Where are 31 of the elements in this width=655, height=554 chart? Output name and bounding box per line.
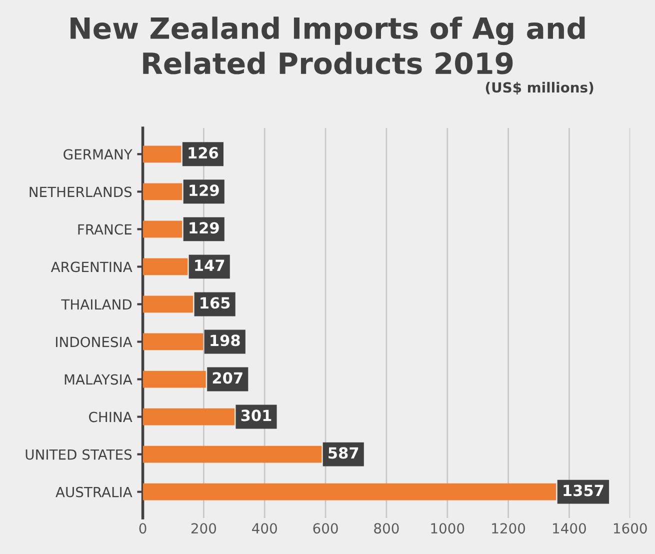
y-tick-label: INDONESIA xyxy=(56,336,132,348)
x-tick-label: 400 xyxy=(252,523,277,534)
y-tick-label: MALAYSIA xyxy=(64,374,132,385)
data-label: 129 xyxy=(190,222,219,234)
x-tick-label: 800 xyxy=(374,523,399,534)
x-tick-label: 0 xyxy=(139,523,146,534)
y-tick-label: AUSTRALIA xyxy=(56,486,132,498)
chart-title: New Zealand Imports of Ag and Related Products 2019 xyxy=(70,16,585,74)
chart-subtitle: (US$ millions) xyxy=(486,82,594,95)
y-tick-label: GERMANY xyxy=(64,149,132,160)
data-label: 147 xyxy=(195,260,224,271)
data-label: 165 xyxy=(200,297,230,309)
x-tick-label: 200 xyxy=(191,523,216,534)
y-tick-label: CHINA xyxy=(89,412,132,422)
x-tick-label: 600 xyxy=(313,523,338,534)
data-label: 198 xyxy=(210,334,240,346)
y-tick-label: NETHERLANDS xyxy=(30,186,132,198)
y-tick-label: UNITED STATES xyxy=(26,449,132,460)
x-tick-label: 1600 xyxy=(614,523,647,534)
y-tick-label: FRANCE xyxy=(78,224,132,235)
data-label: 1357 xyxy=(564,484,604,496)
x-tick-label: 1200 xyxy=(492,523,526,534)
data-label: 301 xyxy=(241,410,272,422)
data-label: 129 xyxy=(190,184,219,196)
x-tick-label: 1400 xyxy=(553,523,586,534)
data-label: 126 xyxy=(188,147,218,159)
y-tick-label: THAILAND xyxy=(61,299,132,310)
y-tick-label: ARGENTINA xyxy=(50,262,132,272)
x-tick-label: 1000 xyxy=(431,523,464,534)
data-label: 207 xyxy=(212,372,242,384)
data-label: 587 xyxy=(328,447,358,459)
